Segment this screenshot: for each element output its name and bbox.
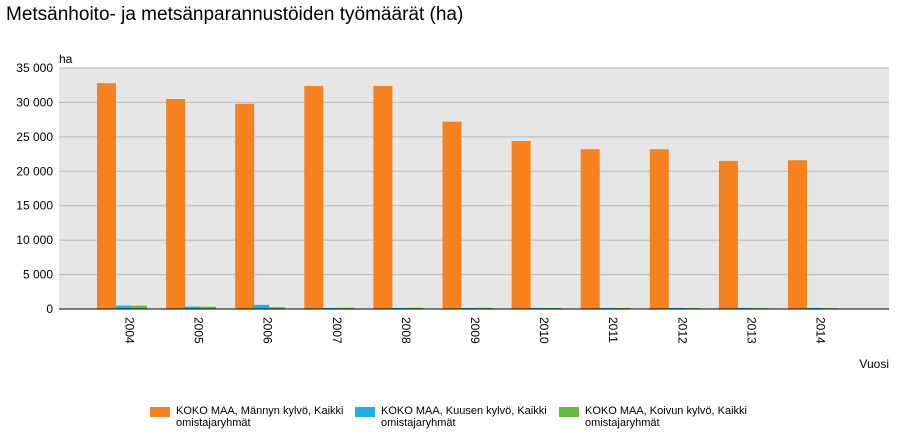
x-tick-label: 2007 (330, 317, 344, 344)
bars (97, 83, 838, 309)
bar-birch-2005 (200, 306, 217, 309)
gridlines (59, 67, 889, 276)
legend-swatch-spruce (355, 407, 375, 417)
plot-area (59, 68, 889, 309)
bar-spruce-2008 (391, 307, 408, 309)
bar-spruce-2006 (253, 304, 270, 309)
bar-pine-2005 (166, 98, 186, 309)
y-tick-label: 35 000 (16, 61, 53, 75)
bar-spruce-2012 (667, 307, 684, 309)
legend-item-birch: KOKO MAA, Koivun kylvö, Kaikki omistajar… (559, 405, 765, 429)
bar-spruce-2013 (736, 307, 753, 309)
legend-label-birch: KOKO MAA, Koivun kylvö, Kaikki omistajar… (585, 405, 747, 429)
y-axis-label: ha (59, 52, 73, 66)
bar-birch-2006 (269, 307, 286, 309)
x-axis-label: Vuosi (859, 357, 889, 371)
y-tick-label: 20 000 (16, 164, 53, 178)
y-tick-labels: 0 5 000 10 000 15 000 20 000 25 000 30 000 35 0… (16, 61, 53, 316)
legend-label-spruce: KOKO MAA, Kuusen kylvö, Kaikki omistajar… (381, 405, 547, 429)
y-tick-label: 5 000 (23, 268, 53, 282)
bar-birch-2010 (545, 307, 562, 309)
bar-pine-2006 (235, 103, 255, 309)
bar-pine-2009 (442, 121, 462, 309)
x-tick-label: 2004 (123, 317, 137, 344)
y-tick-label: 25 000 (16, 130, 53, 144)
bar-chart: 0 5 000 10 000 15 000 20 000 25 000 30 000 35 0… (16, 52, 889, 371)
x-tick-label: 2013 (744, 317, 758, 344)
y-tick-label: 30 000 (16, 95, 53, 109)
y-tick-label: 10 000 (16, 233, 53, 247)
x-tick-label: 2008 (399, 317, 413, 344)
legend-item-pine: KOKO MAA, Männyn kylvö, Kaikki omistajar… (150, 405, 356, 429)
x-tick-label: 2009 (468, 317, 482, 344)
legend-item-spruce: KOKO MAA, Kuusen kylvö, Kaikki omistajar… (355, 405, 561, 429)
bar-spruce-2011 (598, 307, 615, 309)
bar-spruce-2010 (529, 307, 546, 309)
bar-spruce-2005 (184, 306, 201, 309)
legend-swatch-pine (150, 407, 170, 417)
x-tick-label: 2010 (537, 317, 551, 344)
bar-spruce-2014 (806, 307, 822, 309)
bar-pine-2012 (649, 149, 669, 309)
bar-pine-2007 (304, 85, 324, 309)
y-tick-label: 0 (46, 302, 53, 316)
bar-birch-2004 (131, 305, 147, 309)
bar-birch-2007 (338, 307, 355, 309)
x-tick-label: 2011 (606, 317, 620, 343)
chart-title: Metsänhoito- ja metsänparannustöiden työ… (6, 4, 464, 25)
y-tick-label: 15 000 (16, 199, 53, 213)
x-tick-label: 2005 (192, 317, 206, 344)
bar-spruce-2004 (115, 305, 131, 309)
bar-spruce-2007 (322, 307, 339, 309)
bar-pine-2008 (373, 85, 393, 309)
legend-label-pine: KOKO MAA, Männyn kylvö, Kaikki omistajar… (176, 405, 344, 429)
legend-swatch-birch (559, 407, 579, 417)
bar-pine-2004 (97, 83, 116, 309)
bar-birch-2009 (476, 307, 493, 309)
x-tick-label: 2012 (675, 317, 689, 344)
x-tick-labels: 2004 2005 2006 2007 2008 2009 2010 2011 2012 2013… (123, 317, 828, 344)
bar-pine-2010 (511, 140, 531, 309)
bar-spruce-2009 (460, 307, 477, 309)
x-tick-label: 2014 (814, 317, 828, 344)
bar-pine-2011 (580, 149, 600, 309)
bar-pine-2014 (788, 160, 807, 309)
bar-pine-2013 (718, 160, 738, 309)
bar-birch-2008 (407, 307, 424, 309)
x-tick-label: 2006 (261, 317, 275, 344)
